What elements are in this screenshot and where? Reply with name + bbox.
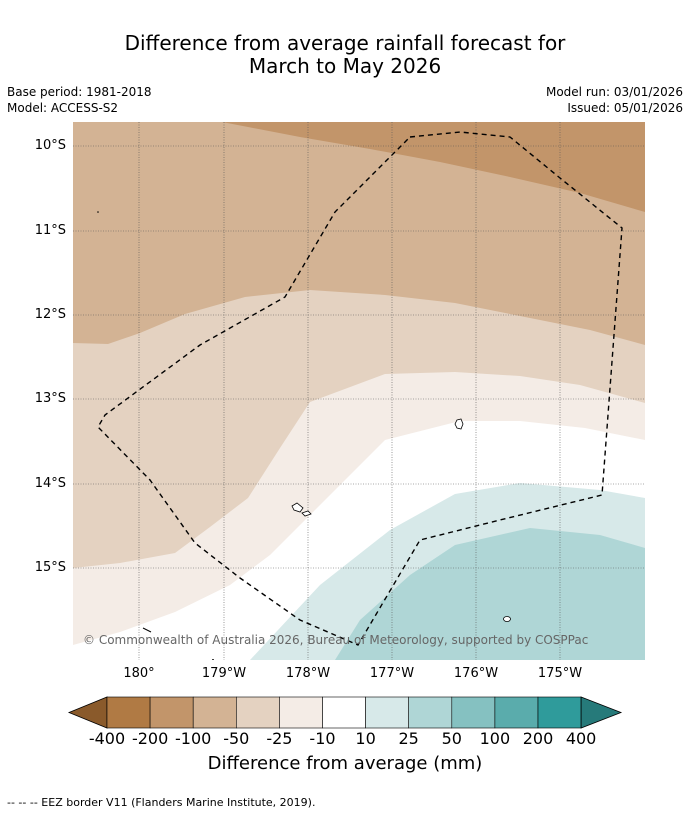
map-title: Difference from average rainfall forecas…	[0, 32, 690, 78]
band-neg50-neg25	[73, 122, 645, 345]
island-futuna	[291, 502, 304, 513]
title-line-2: March to May 2026	[248, 54, 442, 78]
colorbar-segment	[494, 696, 539, 729]
colorbar-tick-label: -200	[131, 729, 169, 748]
colorbar-segment	[322, 696, 366, 729]
colorbar-tick-label: -25	[266, 729, 293, 748]
model-run: Model run: 03/01/2026	[545, 85, 683, 99]
lon-label-177w: 177°W	[369, 666, 415, 681]
map-area	[73, 122, 645, 660]
colorbar-tick-label: 50	[441, 729, 462, 748]
colorbar-extend-low	[67, 696, 108, 729]
meta-left: Base period: 1981-2018 Model: ACCESS-S2	[7, 84, 152, 116]
colorbar-tick-label: 100	[479, 729, 511, 748]
colorbar-tick-label: -50	[223, 729, 250, 748]
model-name: Model: ACCESS-S2	[7, 101, 119, 115]
colorbar-segment	[279, 696, 323, 729]
colorbar-segment	[236, 696, 280, 729]
colorbar-segment	[192, 696, 237, 729]
lon-label-176w: 176°W	[453, 666, 499, 681]
title-line-1: Difference from average rainfall forecas…	[124, 31, 566, 55]
issued-date: Issued: 05/01/2026	[567, 101, 683, 115]
reef-marker	[142, 627, 152, 633]
colorbar-tick-label: 10	[355, 729, 376, 748]
lon-label-178w: 178°W	[285, 666, 331, 681]
colorbar-segment	[451, 696, 496, 729]
lon-label-175w: 175°W	[537, 666, 583, 681]
colorbar-tick-label: 25	[398, 729, 419, 748]
colorbar-tick-label: -400	[88, 729, 126, 748]
lat-label-11s: 11°S	[34, 223, 66, 238]
colorbar-segment	[149, 696, 194, 729]
lon-label-179w: 179°W	[201, 666, 247, 681]
colorbar-segment	[106, 696, 151, 729]
island-small-2	[97, 211, 99, 213]
lat-label-10s: 10°S	[34, 138, 66, 153]
colorbar	[67, 696, 623, 729]
colorbar-tick-label: -10	[309, 729, 336, 748]
band-neg100-neg50	[222, 122, 645, 212]
colorbar-segment	[537, 696, 582, 729]
island-small-1	[503, 616, 511, 622]
lat-label-13s: 13°S	[34, 391, 66, 406]
band-50-100	[335, 528, 645, 660]
lat-label-15s: 15°S	[34, 560, 66, 575]
lat-label-14s: 14°S	[34, 476, 66, 491]
island-wallis	[454, 418, 464, 430]
colorbar-tick-label: 200	[522, 729, 554, 748]
meta-right: Model run: 03/01/2026 Issued: 05/01/2026	[546, 84, 683, 116]
grid-lines	[73, 122, 645, 660]
eez-footnote: -- -- -- EEZ border V11 (Flanders Marine…	[7, 796, 316, 809]
colorbar-tick-label: -100	[175, 729, 212, 748]
colorbar-segment	[408, 696, 453, 729]
colorbar-title: Difference from average (mm)	[207, 753, 483, 774]
colorbar-tick-label: 400	[565, 729, 597, 748]
lon-label-180: 180°	[123, 666, 155, 681]
colorbar-segment	[365, 696, 410, 729]
lat-label-12s: 12°S	[34, 307, 66, 322]
eez-border	[97, 131, 623, 646]
island-small-3	[212, 659, 214, 660]
colorbar-extend-high	[580, 696, 623, 729]
copyright-text: © Commonwealth of Australia 2026, Bureau…	[83, 633, 589, 647]
base-period: Base period: 1981-2018	[7, 85, 152, 99]
island-alofi	[301, 510, 312, 517]
